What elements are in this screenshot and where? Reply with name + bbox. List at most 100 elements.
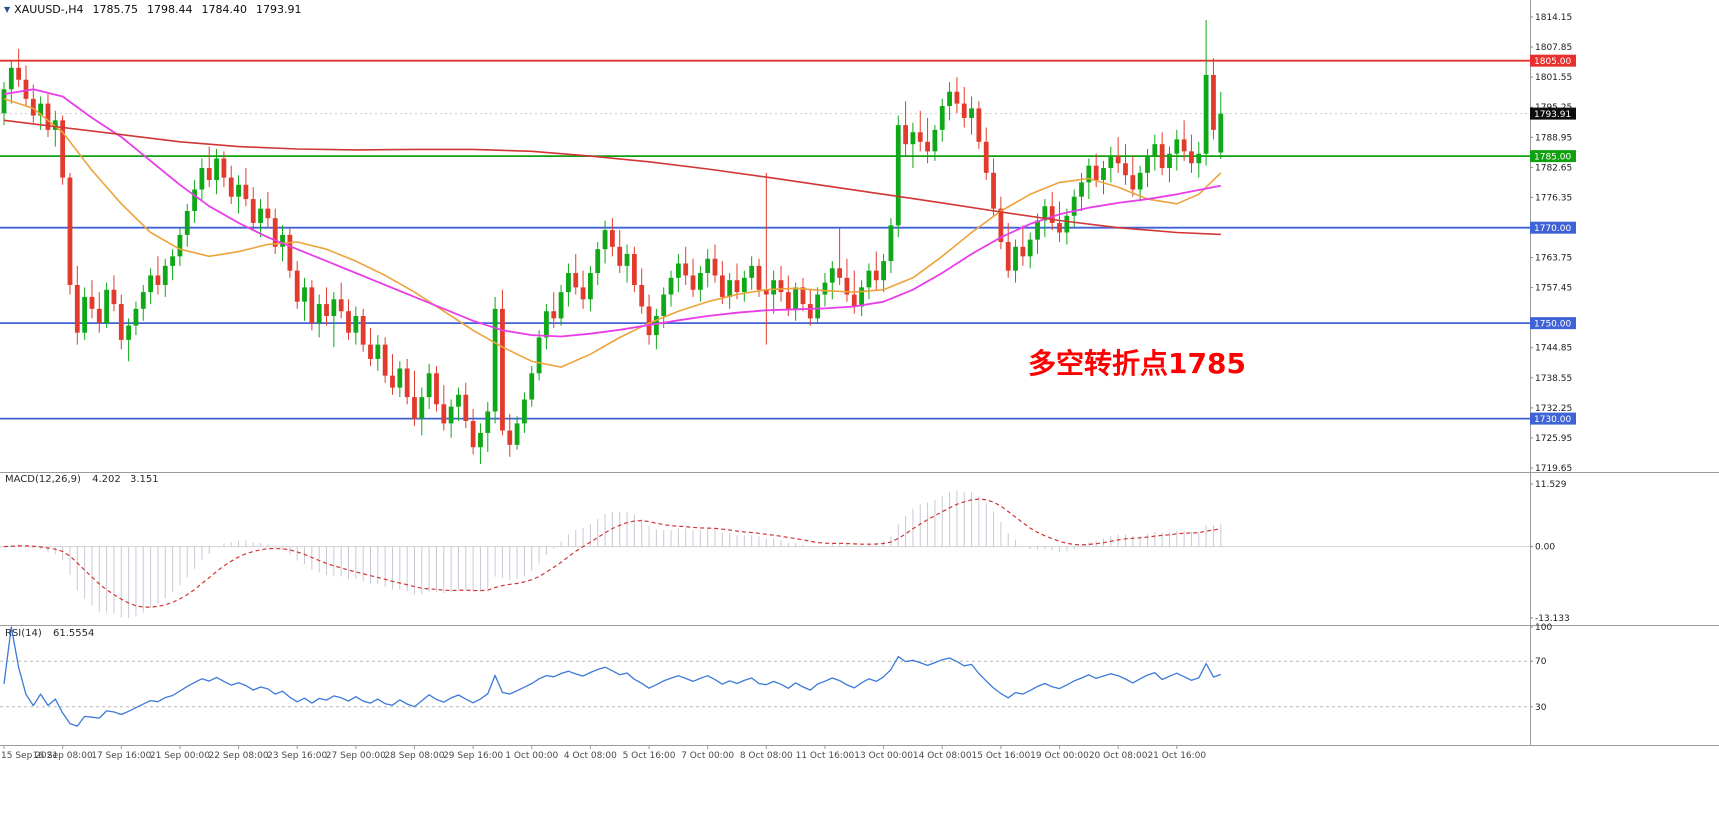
price-axis[interactable]: 1814.151807.851801.551795.251788.951782.…	[1530, 13, 1572, 474]
candle-body	[1101, 168, 1106, 180]
candle-body	[412, 397, 417, 419]
macd-histogram	[10, 490, 1222, 618]
candle-body	[67, 177, 73, 285]
time-label: 5 Oct 16:00	[623, 751, 676, 761]
price-tick-label: 1788.95	[1535, 133, 1572, 143]
quote-bar: ▼ XAUUSD-,H4 1785.75 1798.44 1784.40 179…	[4, 3, 302, 16]
candle-body	[470, 420, 476, 448]
candle-body	[309, 287, 315, 324]
candle-body	[976, 108, 982, 142]
price-label-badge-1785.00: 1785.00	[1530, 150, 1576, 163]
candle-body	[1211, 74, 1216, 130]
candle-body	[631, 253, 637, 285]
candle-body	[199, 168, 205, 190]
candle-body	[712, 258, 718, 276]
candle-body	[668, 277, 674, 295]
candle-body	[998, 208, 1004, 243]
quote-expand-icon[interactable]: ▼	[4, 4, 11, 14]
price-tick-label: 1776.35	[1535, 193, 1572, 203]
candle-body	[522, 399, 527, 424]
candle-body	[807, 304, 813, 319]
candle-body	[331, 299, 337, 316]
price-label-badge-1770.00: 1770.00	[1530, 221, 1576, 234]
candle-body	[859, 287, 865, 307]
candle-body	[23, 79, 29, 99]
candle-body	[529, 373, 535, 400]
candle-body	[206, 168, 212, 180]
candle-body	[1196, 153, 1202, 164]
svg-text:1730.00: 1730.00	[1534, 415, 1571, 425]
candle-body	[719, 275, 725, 297]
candle-body	[639, 284, 645, 307]
candle-body	[1064, 215, 1070, 233]
rsi-axis-label: 100	[1535, 623, 1552, 633]
candle-body	[485, 411, 491, 433]
candle-body	[346, 311, 351, 333]
candle-body	[1079, 182, 1084, 197]
candle-body	[727, 280, 733, 297]
candle-body	[866, 270, 872, 288]
candle-body	[551, 311, 557, 319]
time-label: 21 Oct 16:00	[1147, 751, 1206, 761]
price-tick-label: 1725.95	[1535, 434, 1572, 444]
candle-body	[492, 308, 498, 412]
candle-body	[1145, 156, 1150, 173]
candle-body	[873, 270, 879, 281]
svg-text:1785.00: 1785.00	[1534, 153, 1571, 163]
candle-body	[148, 275, 153, 293]
time-label: 23 Sep 16:00	[267, 751, 327, 761]
svg-text:1805.00: 1805.00	[1534, 57, 1571, 67]
candle-body	[390, 375, 395, 388]
candle-body	[38, 103, 44, 116]
price-tick-label: 1814.15	[1535, 13, 1572, 23]
svg-text:1770.00: 1770.00	[1534, 224, 1571, 234]
candle-body	[690, 275, 696, 290]
price-tick-label: 1738.55	[1535, 374, 1572, 384]
candle-body	[126, 325, 132, 340]
candle-body	[162, 265, 168, 285]
candle-body	[844, 277, 850, 295]
candle-body	[756, 265, 762, 290]
candle-body	[360, 315, 366, 345]
candle-body	[426, 373, 432, 398]
macd-axis: 11.529 0.00 -13.133	[1530, 480, 1570, 624]
candle-body	[82, 296, 88, 333]
candle-body	[441, 404, 447, 424]
candle-body	[675, 263, 681, 278]
rsi-axis: 100 70 30	[1530, 623, 1552, 713]
candle-body	[1123, 163, 1128, 176]
candle-body	[287, 234, 293, 271]
candle-body	[1167, 153, 1172, 169]
price-tick-label: 1763.75	[1535, 254, 1572, 264]
candle-body	[661, 294, 667, 316]
candle-body	[214, 158, 219, 180]
macd-signal-line	[3, 498, 1221, 608]
candle-body	[1, 89, 7, 114]
time-label: 28 Sep 08:00	[384, 751, 444, 761]
quote-open: 1785.75	[92, 3, 139, 16]
candle-body	[1152, 144, 1158, 157]
candle-body	[1020, 246, 1026, 257]
price-tick-label: 1757.45	[1535, 284, 1572, 294]
macd-axis-label: -13.133	[1535, 614, 1570, 624]
chart-annotation[interactable]: 多空转折点1785	[1028, 347, 1246, 380]
candle-body	[800, 287, 806, 305]
candle-body	[272, 218, 278, 247]
candle-body	[939, 106, 945, 130]
candle-body	[1218, 113, 1224, 153]
candle-body	[1115, 156, 1121, 164]
time-label: 19 Oct 00:00	[1030, 751, 1089, 761]
candle-body	[925, 141, 930, 152]
candle-body	[697, 273, 703, 290]
candle-body	[573, 273, 579, 288]
rsi-line	[3, 626, 1222, 727]
candle-body	[353, 315, 359, 333]
time-label: 8 Oct 08:00	[740, 751, 793, 761]
price-label-badge-1750.00: 1750.00	[1530, 317, 1576, 330]
candle-body	[228, 177, 234, 197]
price-tick-label: 1719.65	[1535, 464, 1572, 474]
macd-main-value: 4.202	[92, 474, 121, 485]
candle-body	[822, 282, 828, 295]
